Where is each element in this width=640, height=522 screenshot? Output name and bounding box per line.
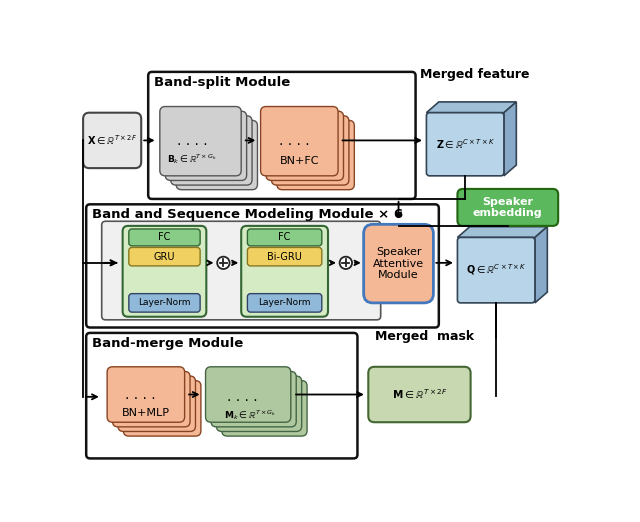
- Text: Layer-Norm: Layer-Norm: [259, 299, 311, 307]
- Text: · · · ·: · · · ·: [177, 138, 208, 152]
- FancyBboxPatch shape: [171, 116, 252, 185]
- FancyBboxPatch shape: [222, 381, 307, 436]
- FancyBboxPatch shape: [426, 113, 504, 176]
- FancyBboxPatch shape: [118, 376, 195, 432]
- Text: Bi-GRU: Bi-GRU: [267, 252, 302, 262]
- FancyBboxPatch shape: [123, 226, 206, 317]
- Text: Layer-Norm: Layer-Norm: [138, 299, 191, 307]
- FancyBboxPatch shape: [176, 121, 257, 189]
- FancyBboxPatch shape: [266, 111, 344, 181]
- Text: BN+MLP: BN+MLP: [122, 408, 170, 418]
- FancyBboxPatch shape: [211, 372, 296, 427]
- Text: FC: FC: [158, 232, 171, 242]
- FancyBboxPatch shape: [368, 367, 470, 422]
- Text: $\mathbf{M}_k\in\mathbb{R}^{T\times G_k}$: $\mathbf{M}_k\in\mathbb{R}^{T\times G_k}…: [225, 408, 276, 422]
- FancyBboxPatch shape: [205, 367, 291, 422]
- Text: · · · ·: · · · ·: [125, 392, 156, 406]
- Text: · · · ·: · · · ·: [227, 395, 258, 408]
- FancyBboxPatch shape: [113, 372, 190, 427]
- Polygon shape: [458, 227, 547, 238]
- Text: $\mathbf{M}\in\mathbb{R}^{T\times 2F}$: $\mathbf{M}\in\mathbb{R}^{T\times 2F}$: [392, 388, 447, 401]
- FancyBboxPatch shape: [107, 367, 184, 422]
- Polygon shape: [535, 227, 547, 303]
- FancyBboxPatch shape: [458, 189, 558, 226]
- Text: $\mathbf{Z}\in\mathbb{R}^{C\times T\times K}$: $\mathbf{Z}\in\mathbb{R}^{C\times T\time…: [436, 137, 495, 151]
- Text: GRU: GRU: [154, 252, 175, 262]
- FancyBboxPatch shape: [248, 229, 322, 246]
- Text: Merged  mask: Merged mask: [375, 330, 474, 343]
- Polygon shape: [426, 102, 516, 113]
- Text: · · · ·: · · · ·: [278, 138, 309, 152]
- FancyBboxPatch shape: [277, 121, 355, 189]
- Text: Speaker
Attentive
Module: Speaker Attentive Module: [373, 247, 424, 280]
- Text: Band-merge Module: Band-merge Module: [92, 337, 244, 350]
- FancyBboxPatch shape: [241, 226, 328, 317]
- Text: Speaker
embedding: Speaker embedding: [473, 197, 543, 218]
- FancyBboxPatch shape: [271, 116, 349, 185]
- FancyBboxPatch shape: [102, 221, 381, 320]
- FancyBboxPatch shape: [216, 376, 301, 432]
- FancyBboxPatch shape: [148, 72, 415, 199]
- FancyBboxPatch shape: [86, 204, 439, 327]
- FancyBboxPatch shape: [83, 113, 141, 168]
- Text: Merged feature: Merged feature: [420, 68, 530, 81]
- FancyBboxPatch shape: [129, 294, 200, 312]
- Circle shape: [340, 257, 352, 269]
- Text: Band and Sequence Modeling Module × 6: Band and Sequence Modeling Module × 6: [92, 208, 404, 221]
- FancyBboxPatch shape: [124, 381, 201, 436]
- FancyBboxPatch shape: [364, 224, 433, 303]
- Text: BN+FC: BN+FC: [280, 156, 319, 166]
- FancyBboxPatch shape: [86, 333, 358, 458]
- Text: $\mathbf{Q}\in\mathbb{R}^{C\times T\times K}$: $\mathbf{Q}\in\mathbb{R}^{C\times T\time…: [466, 263, 527, 277]
- Text: Band-split Module: Band-split Module: [154, 76, 291, 89]
- Circle shape: [217, 257, 230, 269]
- FancyBboxPatch shape: [248, 247, 322, 266]
- Text: $\mathbf{X}\in\mathbb{R}^{T\times 2F}$: $\mathbf{X}\in\mathbb{R}^{T\times 2F}$: [87, 134, 137, 147]
- FancyBboxPatch shape: [129, 247, 200, 266]
- FancyBboxPatch shape: [129, 229, 200, 246]
- FancyBboxPatch shape: [165, 111, 246, 181]
- FancyBboxPatch shape: [248, 294, 322, 312]
- FancyBboxPatch shape: [260, 106, 338, 176]
- Text: $\mathbf{B}_k\in\mathbb{R}^{T\times G_k}$: $\mathbf{B}_k\in\mathbb{R}^{T\times G_k}…: [167, 152, 218, 166]
- FancyBboxPatch shape: [458, 238, 535, 303]
- Polygon shape: [504, 102, 516, 176]
- FancyBboxPatch shape: [160, 106, 241, 176]
- Text: FC: FC: [278, 232, 291, 242]
